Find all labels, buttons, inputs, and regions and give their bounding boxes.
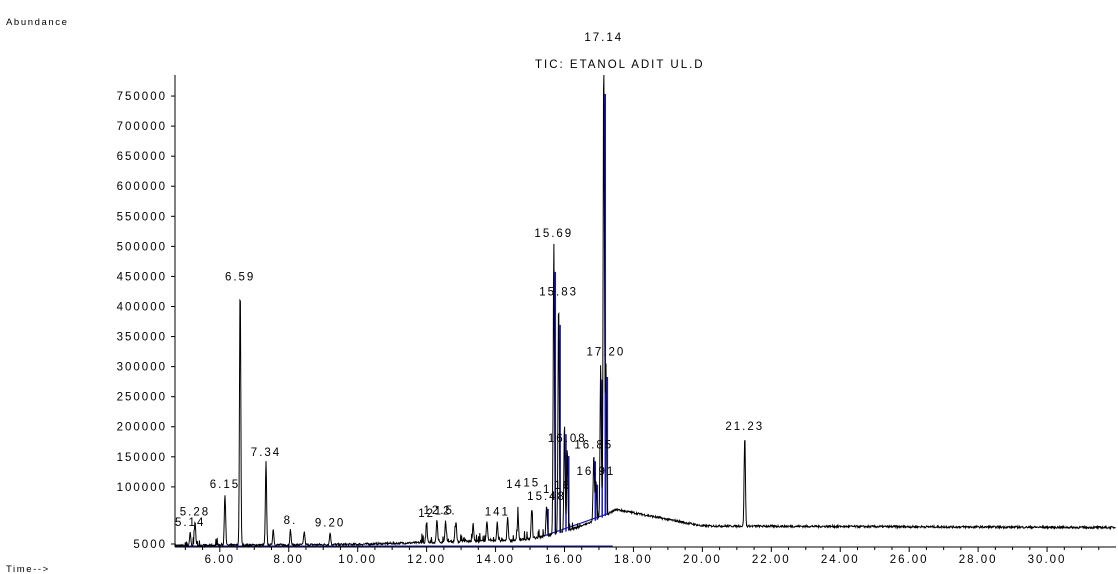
y-tick-label: 450000 (117, 271, 167, 283)
peak-label: 12. (435, 505, 457, 517)
peak-label-extra: 1 (543, 484, 551, 496)
y-ticks: 5000 100000 150000 200000 250000 300000 350000… (117, 91, 175, 551)
x-tick-label: 18.00 (614, 554, 653, 566)
x-tick-label: 12.00 (407, 554, 446, 566)
y-tick-label: 200000 (117, 422, 167, 434)
y-tick-label: 650000 (117, 151, 167, 163)
peak-label: 6.15 (210, 479, 240, 491)
axes (174, 75, 1116, 548)
peak-label: 16.85 (574, 440, 613, 452)
x-tick-label: 6.00 (205, 554, 235, 566)
peak-label: 17.20 (586, 347, 625, 359)
x-tick-label: 30.00 (1028, 554, 1067, 566)
peak-label: 141 (485, 506, 510, 518)
peak-label: 15.69 (534, 228, 573, 240)
y-tick-label: 300000 (117, 362, 167, 374)
peak-label: 6.59 (225, 272, 255, 284)
x-axis-title: Time--> (6, 564, 50, 574)
peak-label: 9.20 (315, 518, 345, 530)
y-tick-label: 750000 (117, 91, 167, 103)
x-tick-label: 14.00 (476, 554, 515, 566)
y-axis-title: Abundance (6, 17, 68, 28)
tic-trace (174, 74, 1116, 549)
y-tick-label: 500000 (117, 241, 167, 253)
x-ticks: 6.00 8.00 10.00 12.00 14.00 16.00 18.00 20.00 22… (184, 547, 1100, 566)
peak-label: 15.48 (527, 491, 566, 503)
y-tick-label: 600000 (117, 181, 167, 193)
x-tick-label: 28.00 (959, 554, 998, 566)
peak-label: 17.14 (584, 32, 623, 44)
y-tick-label: 5000 (133, 539, 167, 551)
peak-label: 5.28 (180, 506, 210, 518)
peak-label-extra: 14 (506, 479, 523, 491)
peak-label: 16.08 (548, 433, 587, 445)
x-tick-label: 10.00 (338, 554, 377, 566)
peak-label: 5.14 (175, 517, 205, 529)
peak-label-extra: 15 (523, 477, 540, 489)
y-tick-label: 700000 (117, 121, 167, 133)
peak-label: 16.91 (576, 466, 615, 478)
y-tick-label: 250000 (117, 392, 167, 404)
peak-label-extra: 16 (554, 480, 571, 492)
x-tick-label: 24.00 (821, 554, 860, 566)
peak-label: 8. (284, 515, 298, 527)
peak-label: 12 (418, 508, 435, 520)
x-tick-label: 22.00 (752, 554, 791, 566)
y-tick-label: 550000 (117, 211, 167, 223)
peak-label: 21.23 (725, 421, 764, 433)
y-tick-label: 150000 (117, 452, 167, 464)
y-tick-label: 100000 (117, 482, 167, 494)
peak-label-extra: 12.5 (423, 505, 453, 517)
x-tick-label: 26.00 (890, 554, 929, 566)
peak-label: 15.83 (539, 287, 578, 299)
x-tick-label: 20.00 (683, 554, 722, 566)
peak-label: 7.34 (251, 447, 281, 459)
y-tick-label: 400000 (117, 301, 167, 313)
x-tick-label: 16.00 (545, 554, 584, 566)
chart-title: TIC: ETANOL ADIT UL.D (535, 59, 705, 71)
y-tick-label: 350000 (117, 332, 167, 344)
x-tick-label: 8.00 (274, 554, 304, 566)
